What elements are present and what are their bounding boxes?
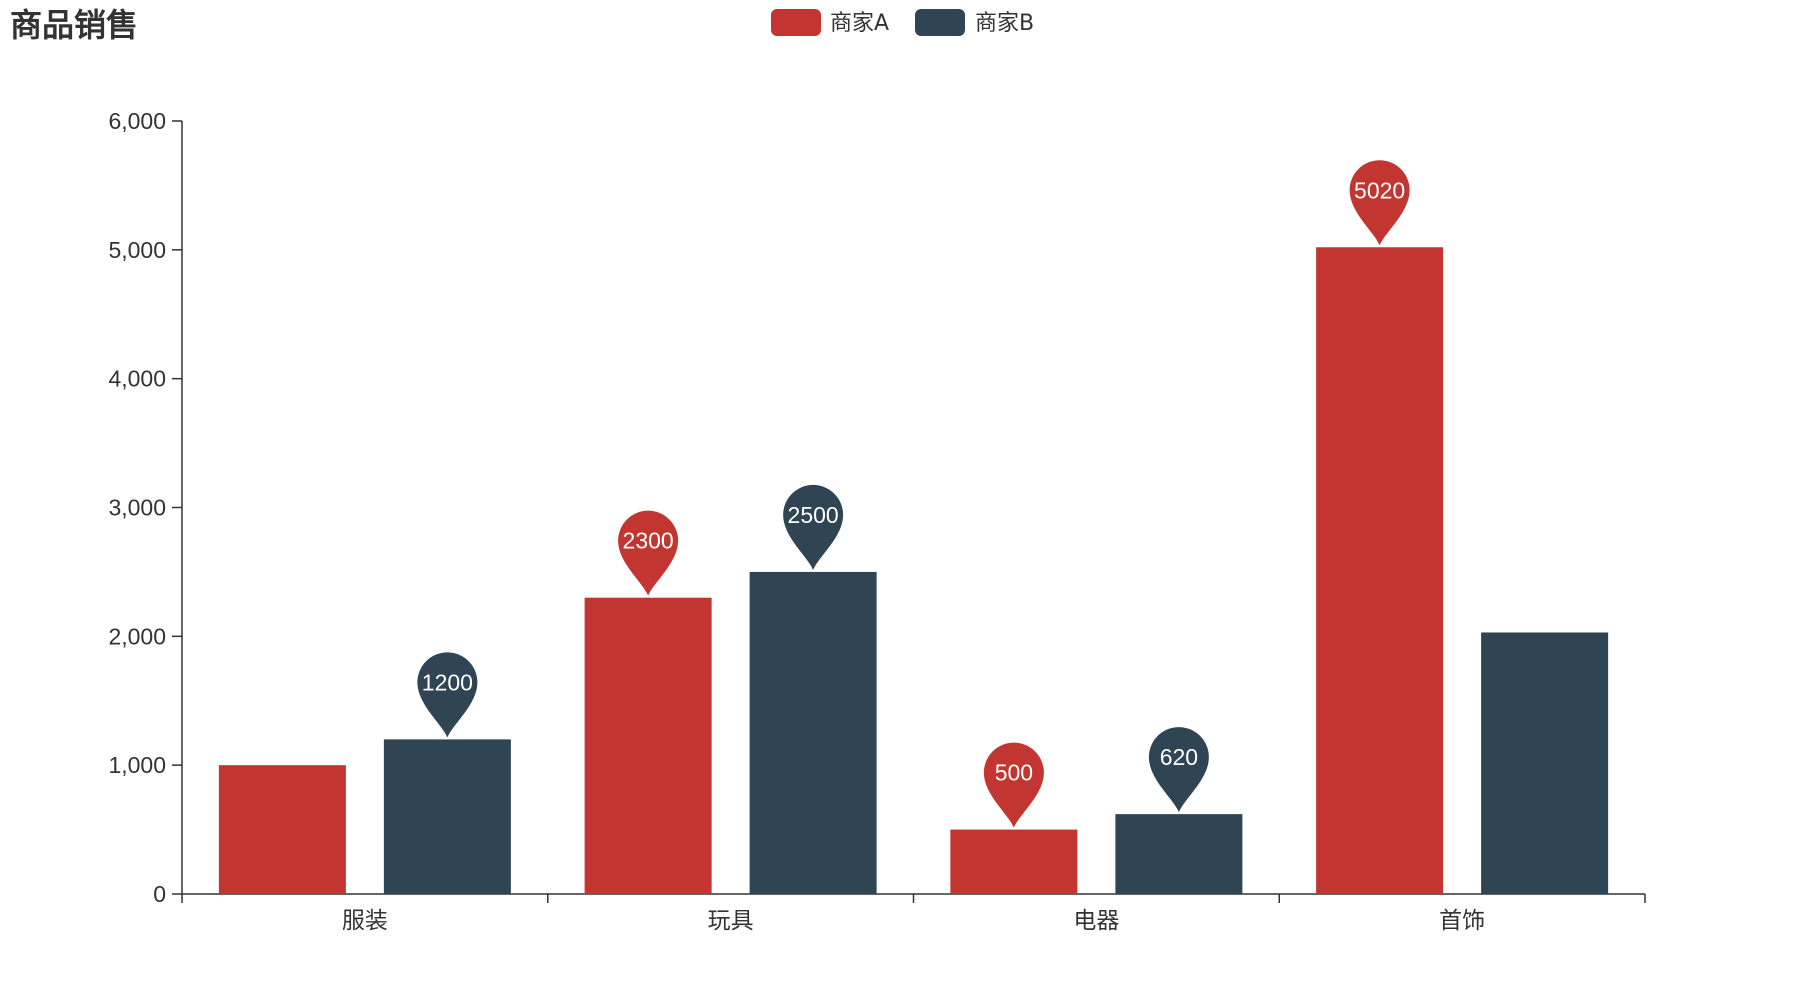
legend: 商家A 商家B [771, 9, 1034, 36]
x-axis: 服装 玩具 电器 首饰 [181, 893, 1646, 933]
y-tick-label: 1,000 [108, 752, 166, 778]
y-tick-label: 0 [153, 881, 166, 907]
y-tick-label: 6,000 [108, 108, 166, 134]
bar-series-b[interactable] [1115, 814, 1243, 894]
value-pins: 1200 2300 2500 500 620 5020 [417, 160, 1410, 828]
y-axis: 0 1,000 2,000 3,000 4,000 5,000 6,000 [108, 108, 183, 907]
legend-swatch-series-b[interactable] [915, 9, 965, 36]
legend-item-series-a[interactable]: 商家A [771, 9, 889, 36]
value-pin-marker [618, 510, 679, 596]
value-pin-label: 1200 [422, 669, 473, 695]
legend-swatch-series-a[interactable] [771, 9, 821, 36]
value-pin-label: 620 [1160, 744, 1198, 770]
bar-series-a[interactable] [950, 829, 1078, 894]
value-pin-marker [983, 742, 1044, 828]
legend-label-series-b[interactable]: 商家B [975, 11, 1034, 36]
value-pin-marker [417, 652, 478, 738]
bar-series-b[interactable] [749, 571, 877, 894]
bar-series-b[interactable] [383, 739, 511, 894]
value-pin-label: 500 [995, 760, 1033, 786]
y-tick-label: 2,000 [108, 623, 166, 649]
legend-item-series-b[interactable]: 商家B [915, 9, 1034, 36]
bars [218, 247, 1609, 895]
value-pin-label: 5020 [1354, 177, 1405, 203]
bar-series-b[interactable] [1481, 632, 1609, 894]
chart-title: 商品销售 [10, 6, 138, 44]
x-tick-label: 电器 [1073, 907, 1119, 933]
value-pin-marker [1349, 160, 1410, 246]
value-pin-label: 2500 [788, 502, 839, 528]
bar-series-a[interactable] [218, 765, 346, 894]
y-tick-label: 5,000 [108, 237, 166, 263]
legend-label-series-a[interactable]: 商家A [830, 11, 889, 36]
bar-series-a[interactable] [584, 597, 712, 894]
bar-series-a[interactable] [1316, 247, 1444, 895]
x-tick-label: 首饰 [1439, 907, 1485, 933]
x-tick-label: 服装 [342, 907, 388, 933]
y-tick-label: 3,000 [108, 495, 166, 521]
value-pin-label: 2300 [623, 528, 674, 554]
y-tick-label: 4,000 [108, 366, 166, 392]
value-pin-marker [1148, 727, 1209, 813]
x-tick-label: 玩具 [708, 907, 754, 933]
value-pin-marker [783, 484, 844, 570]
